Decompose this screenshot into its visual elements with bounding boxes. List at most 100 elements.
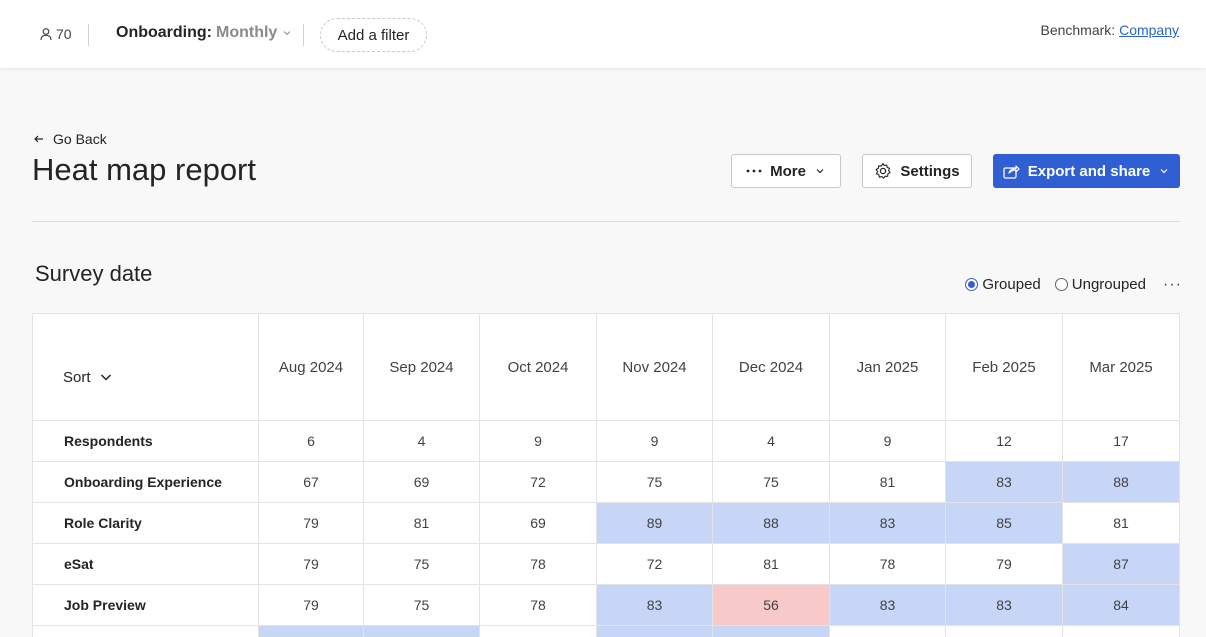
heat-cell[interactable]: 81 xyxy=(712,543,830,585)
heat-cell[interactable] xyxy=(712,625,830,637)
heat-cell[interactable]: 72 xyxy=(479,461,597,503)
heat-cell[interactable]: 85 xyxy=(945,502,1063,544)
column-header[interactable]: Jan 2025 xyxy=(829,313,946,421)
column-header[interactable]: Sep 2024 xyxy=(363,313,480,421)
heat-cell[interactable]: 78 xyxy=(479,543,597,585)
heat-cell[interactable]: 83 xyxy=(945,461,1063,503)
header-divider xyxy=(32,221,1180,222)
section-menu-ellipsis-icon[interactable]: ··· xyxy=(1163,276,1182,293)
export-label: Export and share xyxy=(1027,162,1151,180)
grouped-label: Grouped xyxy=(982,276,1041,293)
row-label: Onboarding Experience xyxy=(32,461,259,503)
table-row: Job Preview 79 75 78 83 56 83 83 84 xyxy=(32,584,1180,626)
row-label: Respondents xyxy=(32,420,259,462)
settings-button[interactable]: Settings xyxy=(862,154,972,188)
heat-cell[interactable]: 79 xyxy=(258,502,364,544)
table-row: eSat 79 75 78 72 81 78 79 87 xyxy=(32,543,1180,585)
chevron-down-icon xyxy=(816,169,824,174)
benchmark: Benchmark: Company xyxy=(1040,22,1179,38)
heat-cell[interactable]: 75 xyxy=(596,461,713,503)
heat-cell[interactable]: 78 xyxy=(829,543,946,585)
column-header[interactable]: Mar 2025 xyxy=(1062,313,1180,421)
row-label: Job Preview xyxy=(32,584,259,626)
column-header[interactable]: Aug 2024 xyxy=(258,313,364,421)
heat-cell[interactable]: 88 xyxy=(1062,461,1180,503)
heat-cell[interactable]: 81 xyxy=(829,461,946,503)
ungrouped-radio[interactable]: Ungrouped xyxy=(1054,276,1146,293)
heat-cell[interactable]: 83 xyxy=(829,502,946,544)
onboarding-label: Onboarding: xyxy=(116,24,212,41)
export-and-share-button[interactable]: Export and share xyxy=(993,154,1180,188)
participant-count[interactable]: 70 xyxy=(39,26,72,42)
table-row: Role Clarity 79 81 69 89 88 83 85 81 xyxy=(32,502,1180,544)
heat-cell[interactable]: 9 xyxy=(596,420,713,462)
heat-cell[interactable]: 75 xyxy=(712,461,830,503)
gear-icon xyxy=(875,162,891,179)
heat-cell[interactable] xyxy=(258,625,364,637)
radio-unselected-icon xyxy=(1054,278,1068,291)
column-header[interactable]: Feb 2025 xyxy=(945,313,1063,421)
heat-cell[interactable]: 81 xyxy=(363,502,480,544)
heat-cell[interactable]: 17 xyxy=(1062,420,1180,462)
onboarding-period-dropdown[interactable]: Onboarding: Monthly xyxy=(116,24,293,42)
ellipsis-icon xyxy=(746,169,762,173)
heat-cell[interactable]: 75 xyxy=(363,584,480,626)
share-icon xyxy=(1003,164,1020,179)
heat-cell[interactable] xyxy=(1062,625,1180,637)
go-back-link[interactable]: Go Back xyxy=(33,131,107,147)
heat-cell[interactable]: 4 xyxy=(712,420,830,462)
column-header[interactable]: Oct 2024 xyxy=(479,313,597,421)
add-filter-button[interactable]: Add a filter xyxy=(320,18,427,52)
benchmark-label: Benchmark: xyxy=(1040,22,1116,38)
heat-cell[interactable]: 9 xyxy=(479,420,597,462)
heat-cell[interactable]: 4 xyxy=(363,420,480,462)
heat-cell[interactable]: 9 xyxy=(829,420,946,462)
heat-cell[interactable]: 89 xyxy=(596,502,713,544)
table-row xyxy=(32,625,1180,637)
heat-cell[interactable]: 69 xyxy=(479,502,597,544)
heat-cell[interactable]: 81 xyxy=(1062,502,1180,544)
divider xyxy=(303,24,304,46)
ungrouped-label: Ungrouped xyxy=(1071,276,1146,293)
heat-cell[interactable]: 69 xyxy=(363,461,480,503)
sort-header-cell: Sort xyxy=(32,313,259,421)
column-header[interactable]: Dec 2024 xyxy=(712,313,830,421)
person-icon xyxy=(40,28,52,41)
table-header-row: Sort Aug 2024 Sep 2024 Oct 2024 Nov 2024… xyxy=(32,313,1180,421)
heat-cell[interactable] xyxy=(479,625,597,637)
heat-cell[interactable]: 83 xyxy=(596,584,713,626)
heat-cell[interactable]: 72 xyxy=(596,543,713,585)
column-header[interactable]: Nov 2024 xyxy=(596,313,713,421)
heat-cell[interactable] xyxy=(596,625,713,637)
heat-cell[interactable]: 12 xyxy=(945,420,1063,462)
heat-cell[interactable]: 79 xyxy=(945,543,1063,585)
heat-cell[interactable] xyxy=(363,625,480,637)
heat-cell[interactable]: 75 xyxy=(363,543,480,585)
heat-cell[interactable]: 83 xyxy=(945,584,1063,626)
table-row: Onboarding Experience 67 69 72 75 75 81 83 88 xyxy=(32,461,1180,503)
radio-selected-icon xyxy=(965,278,979,291)
heat-cell[interactable]: 79 xyxy=(258,543,364,585)
participant-count-value: 70 xyxy=(56,26,72,42)
more-button[interactable]: More xyxy=(731,154,841,188)
heat-cell[interactable] xyxy=(829,625,946,637)
heat-cell[interactable] xyxy=(945,625,1063,637)
sort-button[interactable]: Sort xyxy=(63,369,113,386)
heat-cell[interactable]: 87 xyxy=(1062,543,1180,585)
heat-cell[interactable]: 84 xyxy=(1062,584,1180,626)
onboarding-value: Monthly xyxy=(215,24,278,41)
heat-cell[interactable]: 83 xyxy=(829,584,946,626)
top-bar: 70 Onboarding: Monthly Add a filter Benc… xyxy=(0,0,1206,68)
divider xyxy=(88,24,89,46)
section-title: Survey date xyxy=(35,261,153,286)
grouped-radio[interactable]: Grouped xyxy=(965,276,1041,293)
row-label: eSat xyxy=(32,543,259,585)
heat-cell[interactable]: 79 xyxy=(258,584,364,626)
row-label: Role Clarity xyxy=(32,502,259,544)
heat-cell[interactable]: 6 xyxy=(258,420,364,462)
heat-cell[interactable]: 67 xyxy=(258,461,364,503)
heat-cell[interactable]: 88 xyxy=(712,502,830,544)
benchmark-link[interactable]: Company xyxy=(1119,22,1179,38)
heat-cell[interactable]: 56 xyxy=(712,584,830,626)
heat-cell[interactable]: 78 xyxy=(479,584,597,626)
